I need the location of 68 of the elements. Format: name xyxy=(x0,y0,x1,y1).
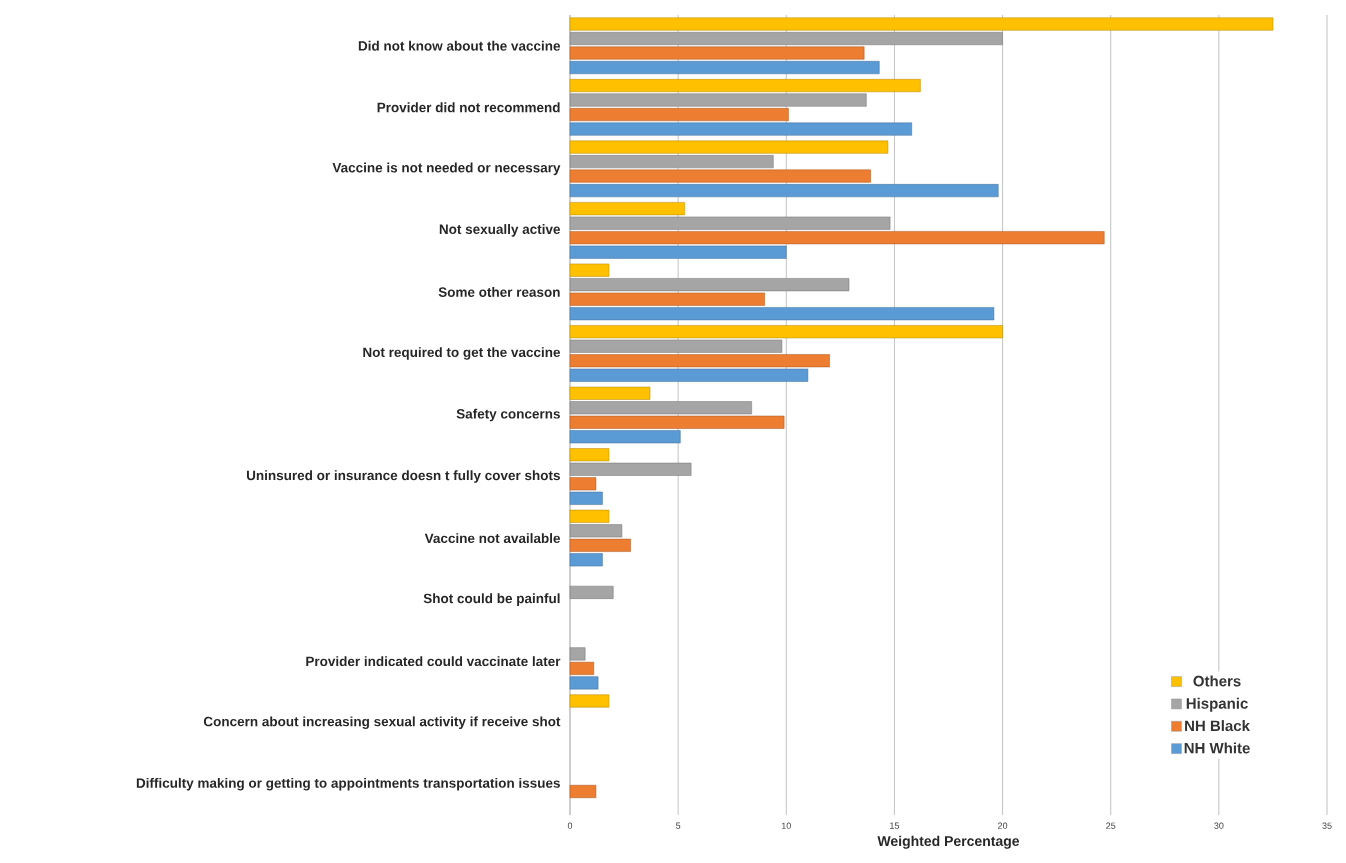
bar xyxy=(569,278,850,292)
y-tick-label: Safety concerns xyxy=(456,408,560,422)
y-tick-label: Concern about increasing sexual activity if receive shot xyxy=(203,716,561,730)
bar xyxy=(569,585,614,599)
bar xyxy=(569,46,865,60)
bar xyxy=(569,231,1105,245)
x-axis-title: Weighted Percentage xyxy=(877,835,1020,849)
bar xyxy=(569,524,623,538)
bar xyxy=(569,647,586,661)
x-tick-label: 0 xyxy=(567,822,573,829)
bar xyxy=(569,386,651,400)
x-tick-label: 25 xyxy=(1106,822,1116,829)
x-tick-label: 20 xyxy=(998,822,1008,829)
x-tick-label: 10 xyxy=(781,822,791,829)
y-tick-label: Provider did not recommend xyxy=(377,102,560,113)
legend-label: Others xyxy=(1193,675,1241,687)
bar xyxy=(569,32,1003,46)
bar xyxy=(569,263,610,277)
y-tick-label: Uninsured or insurance doesn t fully cover shots xyxy=(246,470,560,483)
bar xyxy=(569,462,692,476)
bar xyxy=(569,245,787,259)
y-tick-label: Not sexually active xyxy=(439,224,560,237)
bar xyxy=(569,784,597,798)
bar xyxy=(569,108,789,122)
bar xyxy=(569,79,921,93)
bar xyxy=(569,448,610,462)
bar xyxy=(569,61,880,75)
bar xyxy=(569,676,599,690)
bar xyxy=(569,430,681,444)
bar xyxy=(569,477,597,491)
y-tick-label: Shot could be painful xyxy=(423,593,560,606)
bar xyxy=(569,140,889,154)
bar xyxy=(569,17,1274,31)
legend-label: Hispanic xyxy=(1186,697,1248,712)
bar xyxy=(569,401,752,415)
bar xyxy=(569,169,871,183)
y-tick-label: Vaccine not available xyxy=(424,533,561,544)
bar xyxy=(569,491,603,505)
bar xyxy=(569,122,912,136)
bar xyxy=(569,93,867,107)
y-tick-label: Did not know about the vaccine xyxy=(358,40,561,51)
legend-label: NH White xyxy=(1184,742,1250,754)
x-tick-label: 15 xyxy=(890,822,900,829)
bar xyxy=(569,694,610,708)
bar xyxy=(569,325,1003,339)
bar xyxy=(569,216,891,230)
bar xyxy=(569,415,785,429)
bar xyxy=(569,202,685,216)
x-tick-label: 35 xyxy=(1322,822,1332,829)
y-tick-label: Difficulty making or getting to appointments transportation issues xyxy=(136,777,560,791)
x-tick-label: 30 xyxy=(1214,822,1224,829)
y-tick-label: Vaccine is not needed or necessary xyxy=(332,162,561,176)
bar xyxy=(569,354,830,368)
y-tick-label: Not required to get the vaccine xyxy=(363,347,561,360)
bar xyxy=(569,538,631,552)
bar xyxy=(569,553,603,567)
bar xyxy=(569,509,610,523)
bar xyxy=(569,661,595,675)
legend-label: NH Black xyxy=(1185,720,1250,732)
bar xyxy=(569,292,765,306)
bar xyxy=(569,339,783,353)
bar xyxy=(569,184,999,198)
y-tick-label: Provider indicated could vaccinate later xyxy=(306,656,561,667)
bar xyxy=(569,307,995,321)
bar xyxy=(569,368,809,382)
y-tick-label: Some other reason xyxy=(438,286,560,297)
bar xyxy=(569,155,774,169)
x-tick-label: 5 xyxy=(676,822,681,829)
